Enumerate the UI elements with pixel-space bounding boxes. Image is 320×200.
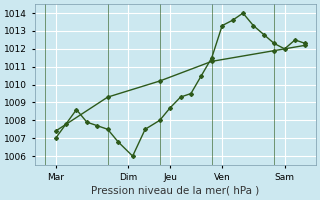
X-axis label: Pression niveau de la mer( hPa ): Pression niveau de la mer( hPa ) [91,186,260,196]
